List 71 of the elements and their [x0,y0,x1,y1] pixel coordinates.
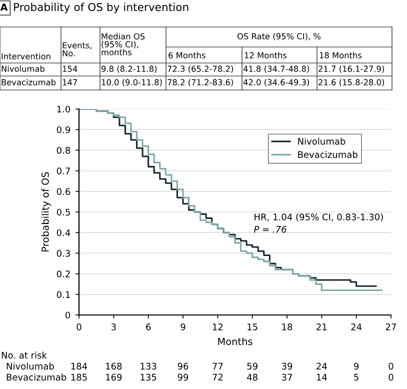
y-tick-label: 0 [66,312,70,319]
text: 10.0 (9.0-11.8) [102,79,162,86]
text: OS Rate (95% CI), % [237,33,321,40]
text: 133 [140,362,156,370]
legend-label: Bevacizumab [298,150,358,158]
text: 147 [62,79,77,86]
x-tick-label: 24 [351,323,362,330]
text: Bevacizumab [2,79,56,86]
text: 169 [106,374,122,381]
text: 0 [388,374,394,381]
y-tick-label: 0.3 [56,250,70,257]
y-tick-label: 0.4 [56,229,70,236]
x-tick-label: 18 [282,323,292,330]
y-tick-label: 1.0 [57,106,70,113]
text: 21.6 (15.8-28.0) [318,79,384,86]
text: A [0,4,8,11]
text: 21.7 (16.1-27.9) [318,66,384,73]
text: 14 [316,374,327,380]
text: 184 [71,362,88,370]
text: 9 [354,362,359,370]
text: 9.8 (8.2-11.8) [102,66,157,73]
x-tick-label: 21 [316,323,327,330]
text: Intervention [2,53,50,60]
y-tick-label: 0.1 [56,291,70,298]
text: 72.3 (65.2-78.2) [168,66,233,73]
y-tick-label: 0.7 [56,168,70,174]
text: 99 [178,374,188,381]
text: 41.8 (34.7-48.8) [243,66,309,73]
x-axis-title: Months [218,338,252,346]
text: 24 [316,362,327,370]
text: 72 [212,374,223,380]
y-tick-label: 0.6 [56,188,70,195]
x-tick-label: 9 [180,323,186,330]
annotation: HR, 1.04 (95% CI, 0.83-1.30) [254,213,383,222]
text: Nivolumab [6,362,54,370]
text: 154 [62,66,78,72]
y-tick-label: 0.5 [56,208,70,216]
text: Bevacizumab [6,374,66,381]
x-tick-label: 3 [111,323,116,330]
text: 5 [354,374,358,381]
text: 0 [388,362,394,370]
text: 48 [247,374,258,381]
text: 77 [212,362,223,370]
annotation: P = .76 [254,226,286,233]
text: 59 [247,362,258,370]
text: No. at risk [2,352,47,359]
text: 12 Months [244,52,287,58]
text: 42.0 (34.6-49.3) [243,79,309,86]
x-tick-label: 15 [248,324,258,330]
y-axis-title: Probability of OS [41,172,51,252]
x-tick-label: 12 [212,323,223,330]
text: Probability of OS by intervention [14,2,188,14]
text: 185 [71,374,87,381]
text: Nivolumab [2,66,44,72]
x-tick-label: 0 [76,323,82,330]
x-tick-label: 27 [386,323,396,330]
text: 18 Months [320,52,362,58]
y-tick-label: 0.2 [56,270,70,278]
text: Events, No. [62,42,92,56]
text: 168 [106,362,122,370]
text: 96 [178,362,188,370]
text: 37 [282,374,292,381]
y-tick-label: 0.8 [56,146,70,154]
y-tick-label: 0.9 [56,126,70,134]
text: 78.2 (71.2-83.6) [168,79,233,86]
x-tick-label: 6 [146,323,151,330]
legend-label: Nivolumab [298,138,346,145]
text: Median OS (95% CI), months [102,33,145,56]
text: 6 Months [168,52,206,58]
text: 39 [282,362,292,370]
text: 135 [140,374,156,381]
